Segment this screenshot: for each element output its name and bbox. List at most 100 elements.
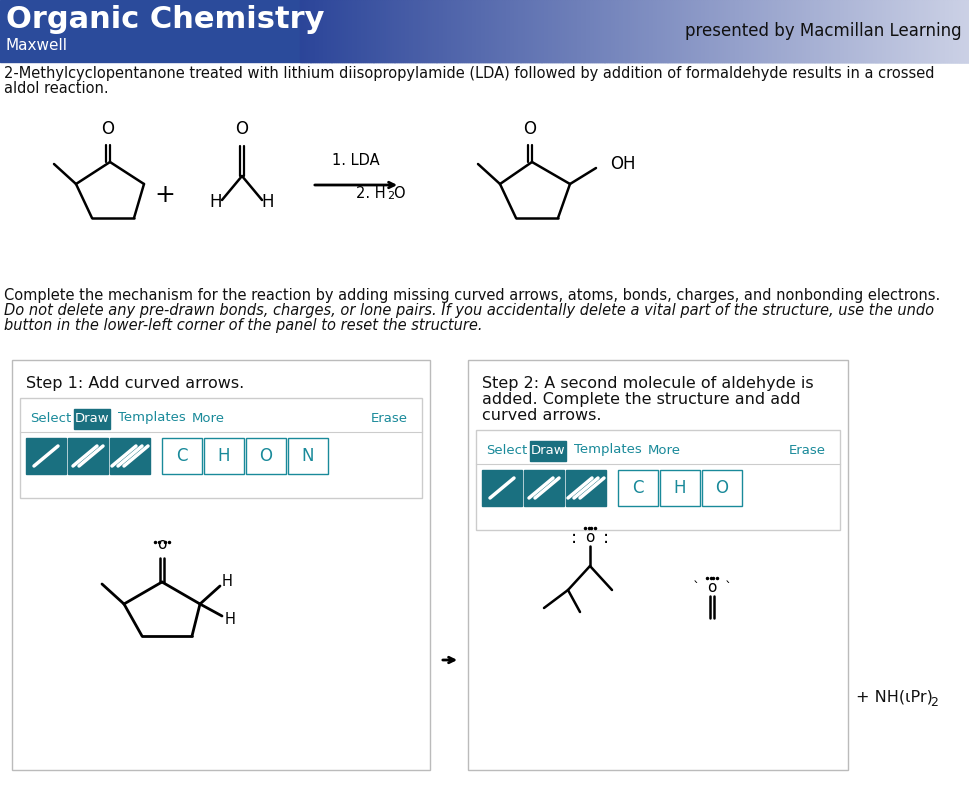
Bar	[944, 0, 946, 62]
Bar	[546, 0, 547, 62]
Bar	[12, 360, 429, 770]
Bar	[325, 0, 328, 62]
Bar	[407, 0, 409, 62]
Bar	[522, 0, 524, 62]
Bar	[319, 0, 321, 62]
Bar	[694, 0, 697, 62]
Text: H: H	[262, 193, 274, 211]
Text: +: +	[154, 183, 175, 207]
Bar	[616, 0, 618, 62]
Bar	[661, 0, 663, 62]
Bar	[312, 0, 315, 62]
Bar	[736, 0, 738, 62]
Bar	[801, 0, 803, 62]
Bar	[459, 0, 461, 62]
Bar	[755, 0, 757, 62]
Bar	[868, 0, 870, 62]
Bar	[837, 0, 839, 62]
Bar	[809, 0, 812, 62]
Bar	[742, 0, 744, 62]
Bar	[807, 0, 809, 62]
Bar	[564, 0, 566, 62]
Bar	[958, 0, 960, 62]
Bar	[547, 0, 549, 62]
Bar	[555, 0, 558, 62]
Bar	[445, 0, 447, 62]
Bar	[342, 0, 344, 62]
Text: Templates: Templates	[118, 412, 185, 425]
Text: curved arrows.: curved arrows.	[482, 408, 601, 423]
Bar	[883, 0, 885, 62]
Bar	[812, 0, 814, 62]
Bar	[734, 0, 736, 62]
Bar	[483, 0, 484, 62]
Bar	[333, 0, 335, 62]
Bar	[517, 0, 520, 62]
Bar	[482, 470, 521, 506]
Bar	[849, 0, 852, 62]
Bar	[956, 0, 958, 62]
Bar	[751, 0, 753, 62]
Bar	[74, 409, 109, 429]
Text: O: O	[523, 120, 536, 138]
Bar	[764, 0, 766, 62]
Bar	[912, 0, 915, 62]
Bar	[627, 0, 629, 62]
Bar	[432, 0, 434, 62]
Text: Maxwell: Maxwell	[6, 38, 68, 53]
Bar	[543, 0, 546, 62]
Bar	[438, 0, 440, 62]
Bar	[350, 0, 353, 62]
Bar	[946, 0, 948, 62]
Bar	[726, 0, 728, 62]
Bar	[551, 0, 553, 62]
Bar	[922, 0, 925, 62]
Bar	[784, 0, 787, 62]
Text: Draw: Draw	[75, 413, 109, 425]
Bar	[820, 0, 822, 62]
Bar	[667, 0, 669, 62]
Bar	[675, 0, 677, 62]
Bar	[789, 0, 791, 62]
Bar	[749, 0, 751, 62]
Bar	[430, 0, 432, 62]
Text: o: o	[584, 531, 594, 546]
Bar	[484, 0, 486, 62]
Bar	[650, 0, 652, 62]
Bar	[677, 0, 679, 62]
Bar	[420, 0, 422, 62]
Text: button in the lower-left corner of the panel to reset the structure.: button in the lower-left corner of the p…	[4, 318, 482, 333]
Bar	[656, 0, 659, 62]
Bar	[864, 0, 866, 62]
Bar	[818, 0, 820, 62]
Bar	[744, 0, 747, 62]
Bar	[335, 0, 337, 62]
Bar	[587, 0, 589, 62]
Bar	[706, 0, 709, 62]
Text: :: :	[571, 529, 577, 547]
Bar	[881, 0, 883, 62]
Bar	[246, 438, 286, 474]
Bar	[566, 470, 606, 506]
Bar	[910, 0, 913, 62]
Bar	[634, 0, 636, 62]
Bar	[890, 0, 891, 62]
Bar	[856, 0, 858, 62]
Bar	[641, 0, 643, 62]
Bar	[583, 0, 585, 62]
Bar	[409, 0, 411, 62]
Bar	[893, 0, 895, 62]
Bar	[721, 0, 724, 62]
Bar	[917, 0, 919, 62]
Bar	[921, 0, 922, 62]
Bar	[486, 0, 488, 62]
Bar	[499, 0, 501, 62]
Bar	[645, 0, 648, 62]
Bar	[411, 0, 413, 62]
Bar	[454, 0, 457, 62]
Text: o: o	[706, 580, 716, 595]
Text: o: o	[157, 537, 167, 552]
Bar	[508, 0, 510, 62]
Bar	[575, 0, 577, 62]
Text: `: `	[724, 581, 731, 595]
